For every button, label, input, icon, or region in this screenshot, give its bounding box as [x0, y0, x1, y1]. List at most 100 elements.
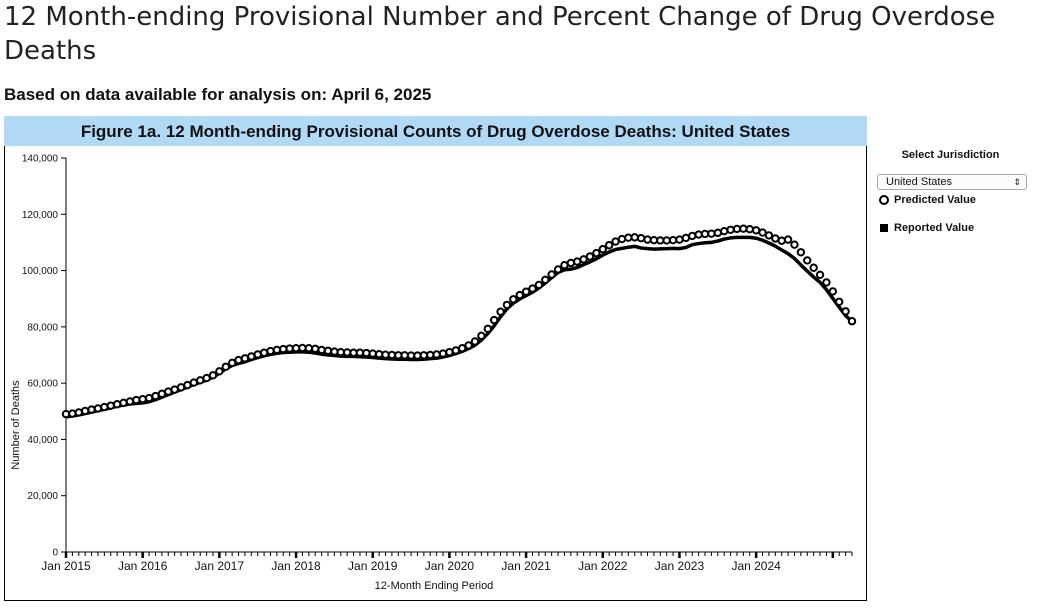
predicted-value-point [74, 408, 83, 417]
predicted-value-point [106, 401, 115, 410]
predicted-value-point [726, 225, 735, 234]
legend-reported-label: Reported Value [894, 222, 975, 234]
x-tick-label: Jan 2019 [348, 559, 398, 573]
predicted-value-point [509, 295, 518, 304]
predicted-value-point [809, 263, 818, 272]
predicted-value-point [592, 248, 601, 258]
predicted-value-point [208, 371, 218, 380]
x-tick-label: Jan 2021 [501, 559, 551, 573]
predicted-value-point [547, 270, 556, 279]
y-tick-label: 80,000 [27, 322, 58, 333]
predicted-value-point [828, 287, 838, 296]
predicted-value-point [470, 337, 480, 346]
predicted-value-point [783, 235, 793, 244]
predicted-value-point [483, 324, 492, 334]
predicted-value-point [215, 367, 224, 376]
predicted-value-point [438, 349, 448, 358]
predicted-value-point [502, 300, 512, 310]
predicted-value-point [835, 297, 844, 307]
predicted-value-point [841, 307, 850, 316]
y-tick-label: 100,000 [22, 266, 59, 277]
predicted-value-point [528, 284, 537, 293]
predicted-value-point [432, 350, 441, 359]
predicted-value-point [617, 234, 627, 244]
predicted-value-point [464, 341, 473, 350]
predicted-value-point [93, 404, 103, 413]
predicted-value-point [202, 373, 211, 383]
predicted-value-point [579, 255, 588, 264]
data-availability-subtitle: Based on data available for analysis on:… [4, 85, 432, 104]
predicted-value-point [132, 395, 141, 405]
x-tick-label: Jan 2018 [271, 559, 321, 573]
x-axis-title: 12-Month Ending Period [375, 580, 494, 592]
predicted-value-point [636, 234, 646, 243]
predicted-value-point [822, 278, 831, 287]
predicted-value-point [323, 346, 333, 355]
predicted-value-point [815, 270, 825, 279]
y-tick-label: 120,000 [22, 210, 59, 221]
predicted-value-point [585, 252, 595, 261]
filled-square-icon [880, 224, 888, 232]
x-tick-label: Jan 2015 [41, 559, 91, 573]
predicted-value-point [125, 397, 135, 406]
jurisdiction-panel: Select Jurisdiction United States ⇕ Pred… [873, 146, 1033, 234]
predicted-value-point [688, 231, 697, 241]
predicted-value-point [758, 228, 767, 237]
x-tick-label: Jan 2022 [578, 559, 628, 573]
predicted-value-point [119, 398, 128, 408]
jurisdiction-select[interactable]: United States ⇕ [877, 174, 1027, 190]
predicted-value-point [745, 225, 754, 234]
chart-frame: 0 20,000 40,000 60,000 80,000 100,000 120,000 1… [4, 146, 867, 601]
predicted-value-point [227, 358, 237, 368]
predicted-value-point [847, 317, 857, 326]
predicted-value-point [777, 236, 786, 245]
predicted-value-point [803, 256, 812, 265]
predicted-value-point [515, 290, 524, 300]
predicted-value-point [68, 409, 77, 418]
predicted-value-point [534, 280, 544, 290]
x-tick-label: Jan 2024 [731, 559, 781, 573]
predicted-value-point [457, 344, 467, 353]
select-jurisdiction-label: Select Jurisdiction [901, 149, 1000, 161]
predicted-value-point [764, 231, 774, 240]
y-tick-label: 60,000 [27, 379, 58, 390]
x-tick-label: Jan 2016 [118, 559, 168, 573]
predicted-value-point [541, 275, 550, 285]
predicted-value-point [112, 400, 122, 409]
predicted-value-point [138, 394, 147, 404]
page-title: 12 Month-ending Provisional Number and P… [4, 2, 996, 66]
predicted-value-point [796, 248, 806, 257]
x-tick-label: Jan 2017 [195, 559, 245, 573]
predicted-value-point [566, 258, 576, 268]
predicted-value-point [80, 406, 90, 416]
predicted-value-point [317, 345, 326, 355]
predicted-value-point [598, 244, 607, 254]
predicted-value-point [477, 331, 486, 341]
predicted-value-point [630, 233, 639, 242]
predicted-value-point [521, 287, 531, 296]
jurisdiction-select-value: United States [886, 176, 953, 188]
predicted-value-point [221, 362, 230, 372]
predicted-value-point [100, 402, 109, 412]
legend-predicted: Predicted Value [879, 194, 1033, 206]
predicted-value-point [272, 345, 282, 355]
y-tick-label: 40,000 [27, 435, 58, 446]
predicted-value-point [266, 346, 275, 356]
predicted-value-point [489, 315, 499, 325]
predicted-value-point [553, 265, 563, 274]
legend-predicted-label: Predicted Value [894, 194, 976, 206]
y-tick-label: 0 [52, 548, 58, 559]
x-tick-label: Jan 2023 [655, 559, 705, 573]
predicted-value-point [707, 229, 716, 238]
chart-title: Figure 1a. 12 Month-ending Provisional C… [4, 116, 867, 146]
overdose-line-chart: 0 20,000 40,000 60,000 80,000 100,000 120,000 1… [10, 154, 857, 592]
open-circle-icon [879, 195, 889, 205]
predicted-value-point [719, 226, 729, 236]
predicted-value-point [496, 307, 505, 316]
predicted-value-point [790, 240, 799, 249]
predicted-value-point [604, 241, 614, 250]
chevron-up-down-icon: ⇕ [1013, 177, 1021, 187]
predicted-value-point [87, 405, 96, 414]
y-axis-title: Number of Deaths [10, 380, 22, 470]
predicted-value-point [311, 344, 320, 354]
